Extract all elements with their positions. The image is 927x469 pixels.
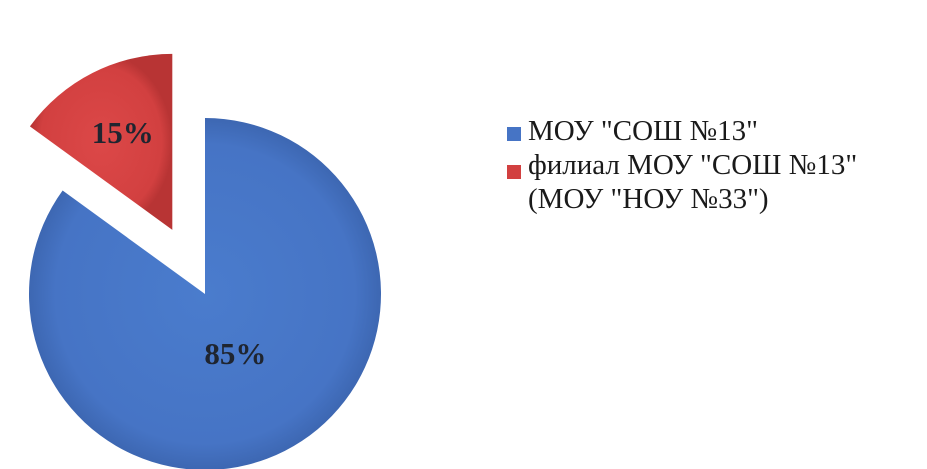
legend-entry-filial: филиал МОУ "СОШ №13" (МОУ "НОУ №33")	[507, 148, 922, 216]
legend-entry-moy-sosh-13: МОУ "СОШ №13"	[507, 114, 922, 148]
legend: МОУ "СОШ №13" филиал МОУ "СОШ №13" (МОУ …	[507, 114, 922, 216]
legend-swatch-blue	[507, 127, 521, 141]
data-label-15: 15%	[92, 115, 154, 150]
legend-swatch-red	[507, 165, 521, 179]
legend-label: филиал МОУ "СОШ №13" (МОУ "НОУ №33")	[528, 149, 858, 215]
pie-slice-moy-sosh-13	[29, 118, 381, 469]
legend-label: МОУ "СОШ №13"	[528, 115, 759, 147]
data-label-85: 85%	[204, 336, 266, 371]
pie-slice-filial	[29, 53, 173, 230]
